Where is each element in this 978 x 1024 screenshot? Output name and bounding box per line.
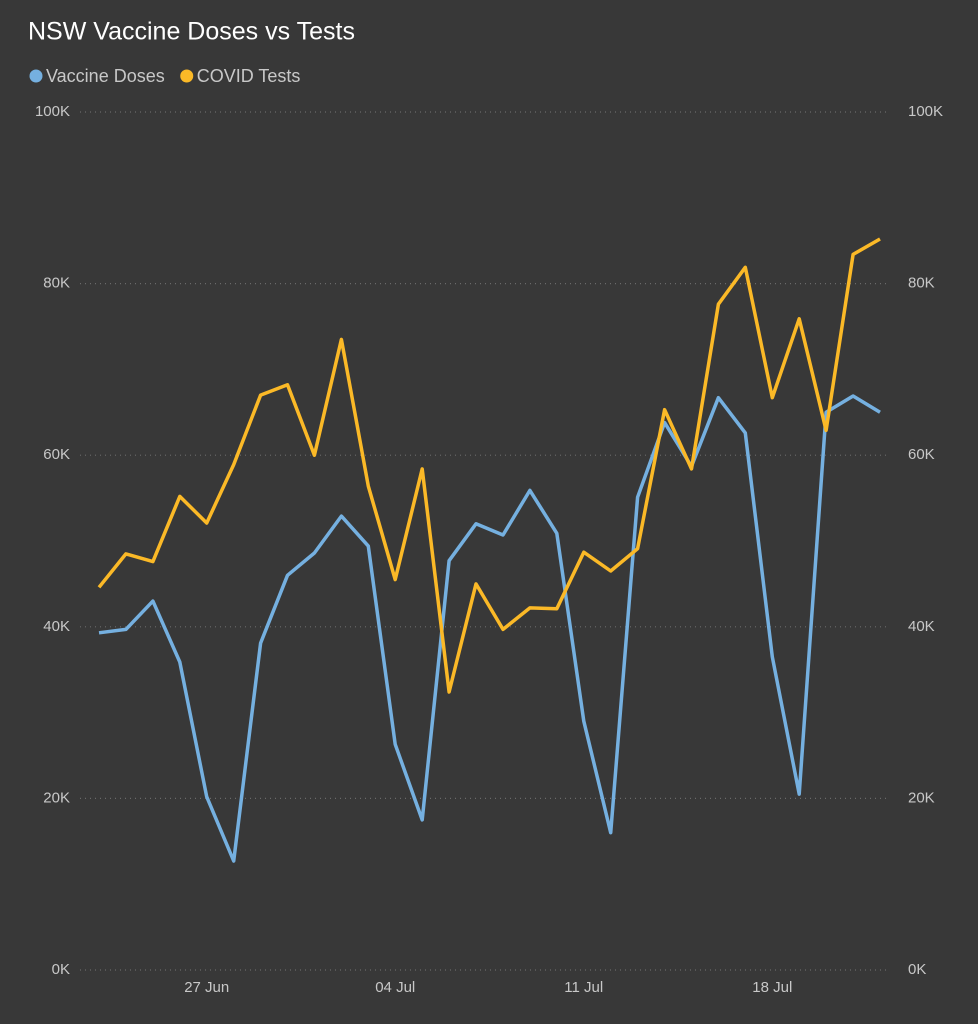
y2-tick-label: 60K xyxy=(908,446,935,463)
legend-label: Vaccine Doses xyxy=(46,66,165,86)
series-line xyxy=(98,394,881,863)
chart-title: NSW Vaccine Doses vs Tests xyxy=(28,18,355,46)
y2-tick-label: 40K xyxy=(908,618,935,635)
x-tick-label: 27 Jun xyxy=(184,979,229,996)
legend-label: COVID Tests xyxy=(197,66,301,86)
y-tick-label: 40K xyxy=(43,618,70,635)
series-line xyxy=(97,237,881,694)
y2-tick-label: 0K xyxy=(908,961,926,978)
legend-marker xyxy=(180,69,194,83)
x-tick-label: 11 Jul xyxy=(564,979,603,996)
legend-marker xyxy=(29,69,43,83)
y2-tick-label: 80K xyxy=(908,275,935,292)
x-tick-label: 04 Jul xyxy=(375,979,415,996)
y-tick-label: 20K xyxy=(43,789,70,806)
y-tick-label: 60K xyxy=(43,446,70,463)
y2-tick-label: 20K xyxy=(908,789,935,806)
y2-tick-label: 100K xyxy=(908,103,943,120)
y-tick-label: 100K xyxy=(35,103,70,120)
x-tick-label: 18 Jul xyxy=(752,979,792,996)
y-tick-label: 0K xyxy=(52,961,70,978)
y-tick-label: 80K xyxy=(43,275,70,292)
